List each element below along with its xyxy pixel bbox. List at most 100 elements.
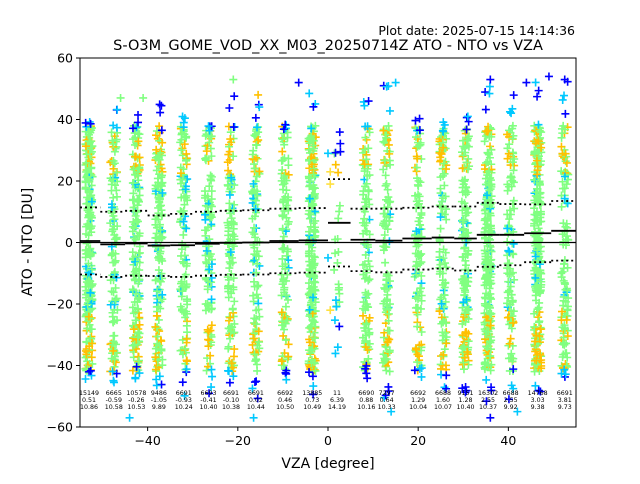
data-point [534,230,543,239]
data-point [503,259,512,268]
data-point [487,182,496,191]
data-point [416,259,425,268]
data-point [417,258,426,267]
stat-mean: 3.03 [531,397,545,404]
plot-date: Plot date: 2025-07-15 14:14:36 [378,23,575,38]
data-point [81,142,90,151]
data-point [503,224,512,233]
data-point [480,200,489,209]
data-point [207,172,216,181]
data-point [558,177,567,186]
data-point [131,374,140,383]
data-point [359,270,368,279]
data-point [507,381,516,390]
data-point [230,92,239,101]
data-point [417,372,426,381]
stat-std: 10.24 [175,404,193,411]
data-point [225,103,234,112]
data-point [334,280,343,289]
stat-std: 10.50 [276,404,294,411]
data-point [415,141,424,150]
data-point [439,317,448,326]
data-point [505,320,514,329]
data-point [508,158,517,167]
data-point [487,247,496,256]
data-point [439,159,448,168]
data-point [382,284,391,293]
y-axis-label: ATO - NTO [DU] [20,188,36,296]
data-point [360,221,369,230]
stat-n: 7297 [379,390,395,397]
data-point [485,89,494,98]
data-point [206,351,215,360]
y-tick-label: −60 [47,420,73,435]
data-point [133,304,142,313]
data-point [436,267,445,276]
stat-mean: 6.39 [330,397,344,404]
data-point [464,314,473,323]
stat-std: 10.49 [303,404,321,411]
data-point [442,371,451,380]
data-point [228,304,237,313]
data-point [309,136,318,145]
data-point [534,120,543,129]
data-point [129,325,138,334]
data-point [201,251,210,260]
data-point [561,149,570,158]
data-point [413,180,422,189]
data-point [380,230,389,239]
stat-n: 6688 [435,390,451,397]
data-point [113,222,122,231]
data-point [486,413,495,422]
data-point [224,342,233,351]
data-point [85,117,94,126]
data-point [436,260,445,269]
data-point [439,143,448,152]
data-point [81,246,90,255]
data-point [509,91,518,100]
data-point [281,120,290,129]
data-point [226,128,235,137]
stat-std: 10.86 [80,404,98,411]
stat-n: 6690 [358,390,374,397]
data-point [458,319,467,328]
data-point [226,313,235,322]
data-point [365,275,374,284]
data-point [536,207,545,216]
data-point [563,232,572,241]
data-point [183,357,192,366]
data-point [152,312,161,321]
data-point [155,372,164,381]
data-point [108,175,117,184]
data-point [225,205,234,214]
data-point [441,361,450,370]
data-point [463,250,472,259]
data-point [379,126,388,135]
data-point [134,118,143,127]
data-point [200,187,209,196]
data-point [480,281,489,290]
data-point [504,149,513,158]
data-point [360,101,369,110]
data-point [84,312,93,321]
data-point [413,174,422,183]
data-point [129,203,138,212]
data-point [557,167,566,176]
data-point [332,302,341,311]
data-point [507,109,516,118]
data-point [86,119,95,128]
data-point [157,380,166,389]
data-point [381,171,390,180]
data-point [134,137,143,146]
data-point [462,113,471,122]
data-point [130,224,139,233]
data-point [537,143,546,152]
data-point [413,350,422,359]
data-point [440,181,449,190]
data-point [561,222,570,231]
data-point [362,155,371,164]
stat-n: 9486 [151,390,167,397]
data-point [485,82,494,91]
column-stats: 151490.5110.866665-0.5910.5810578-0.2610… [79,390,573,411]
